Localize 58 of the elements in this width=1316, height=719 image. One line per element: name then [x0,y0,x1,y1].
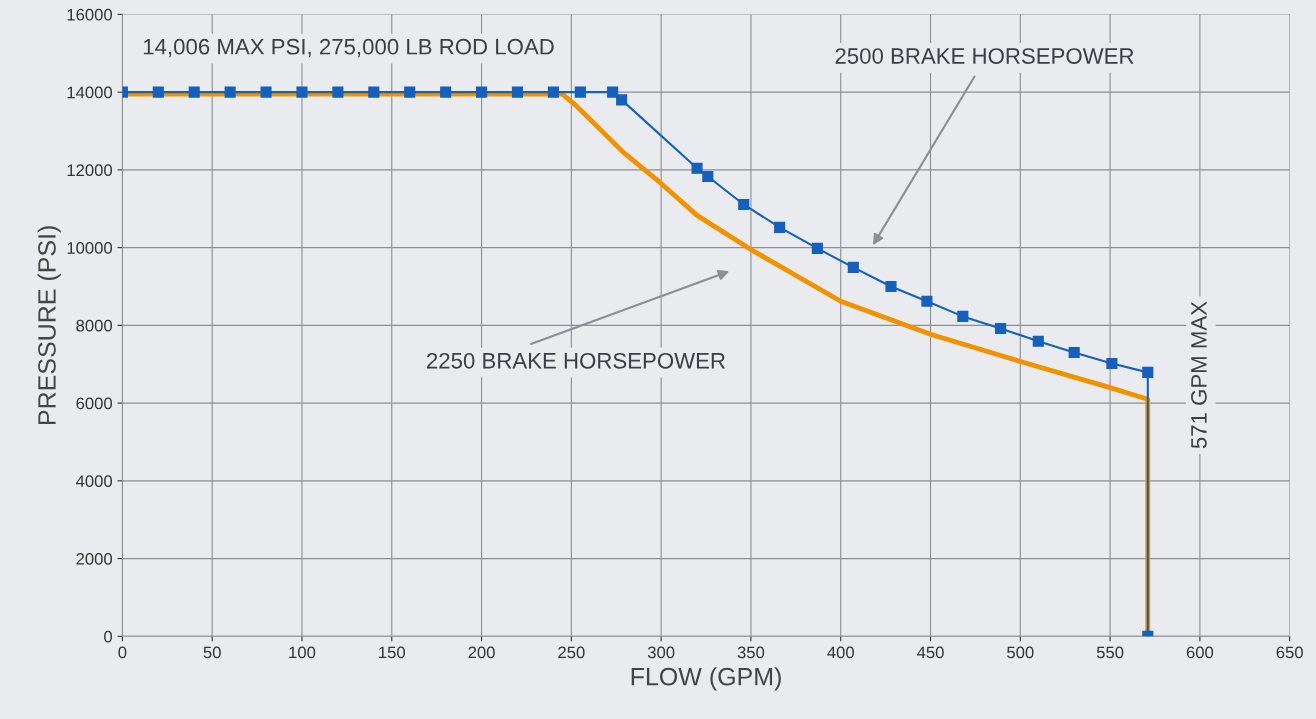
x-tick-label: 450 [916,646,944,659]
point [260,86,272,98]
y-axis-title: PRESSURE (PSI) [37,226,61,425]
point [475,86,488,98]
point [368,86,380,98]
x-axis-title: FLOW (GPM) [631,667,781,691]
point [440,86,452,98]
y-tick-label: 8000 [76,319,113,332]
point [811,242,823,254]
point [574,86,586,98]
point [188,86,200,98]
point [691,162,703,174]
x-tick-label: 300 [647,646,675,659]
point [511,86,524,98]
point [847,261,859,273]
point [957,310,969,322]
x-tick-label: 200 [468,646,495,659]
point [994,322,1007,335]
x-tick-label: 400 [827,646,854,659]
point [296,86,308,98]
annotation: 571 GPM MAX [1191,301,1207,449]
y-tick-label: 16000 [67,8,113,21]
x-tick-label: 600 [1186,646,1214,659]
point [224,86,236,98]
annotation: 14,006 MAX PSI, 275,000 LB ROD LOAD [143,38,554,58]
x-tick-label: 250 [558,646,585,659]
x-tick-label: 650 [1276,646,1303,659]
x-tick-label: 500 [1007,646,1034,659]
x-tick-label: 350 [737,646,765,659]
y-tick-label: 0 [104,630,113,643]
point [738,198,750,211]
y-tick-label: 2000 [76,552,113,565]
y-tick-label: 10000 [67,242,113,254]
x-tick-label: 50 [203,646,221,659]
point [547,86,559,98]
point [702,170,714,183]
point [404,86,416,98]
point [1142,366,1154,378]
point [774,221,786,233]
point [332,86,344,98]
x-tick-label: 550 [1096,646,1124,659]
point [1032,335,1044,347]
y-tick-label: 4000 [75,475,113,488]
point [1068,347,1080,359]
annotation: 2250 BRAKE HORSEPOWER [427,352,725,369]
point [607,86,619,98]
annotation: 2500 BRAKE HORSEPOWER [835,48,1134,64]
point [1106,357,1118,369]
point [885,280,897,293]
y-tick-label: 12000 [67,164,113,177]
y-tick-label: 14000 [67,86,113,99]
point [616,94,628,106]
x-tick-label: 150 [379,646,406,659]
x-tick-label: 100 [289,646,316,659]
y-tick-label: 6000 [76,397,113,410]
x-tick-label: 0 [118,646,127,659]
point [921,295,933,307]
point [152,86,164,98]
